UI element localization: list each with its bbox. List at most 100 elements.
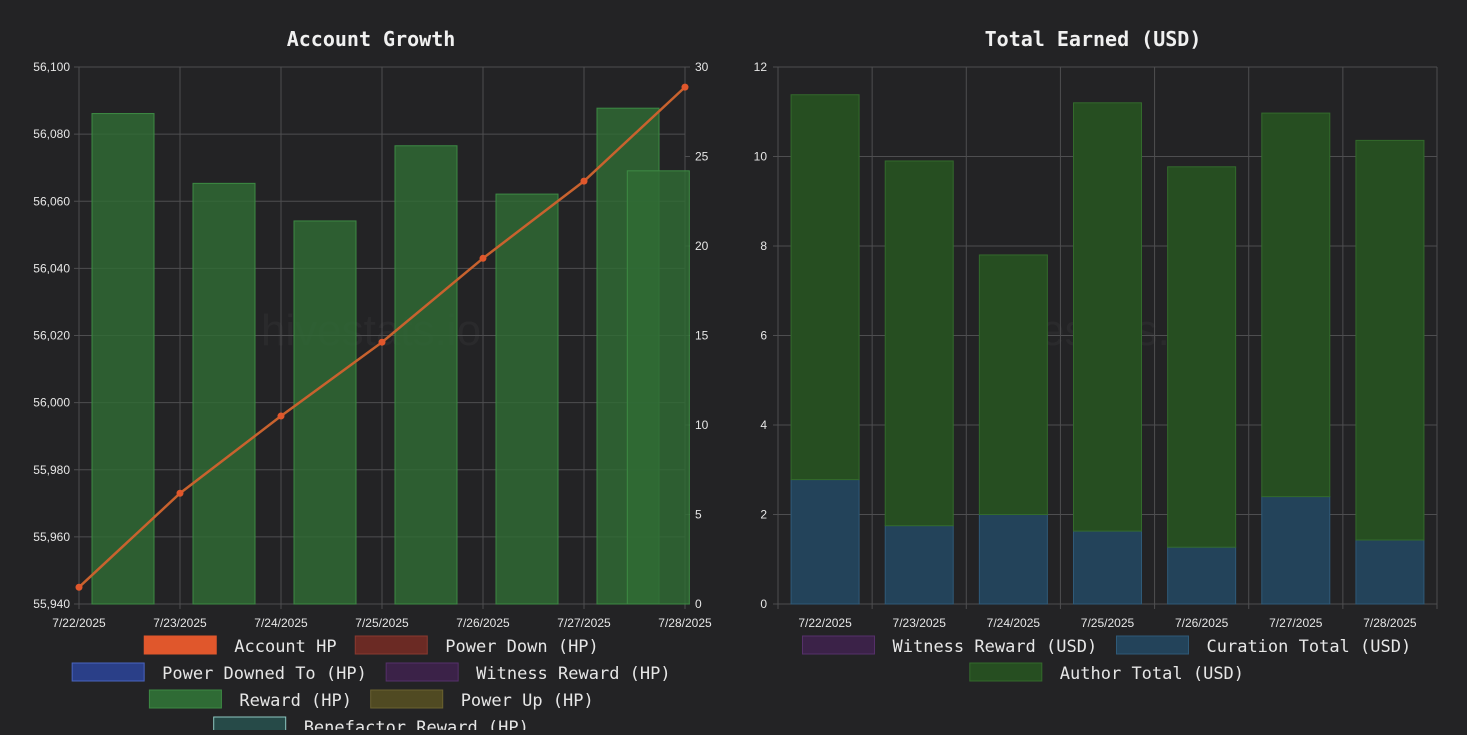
legend-swatch — [213, 716, 287, 735]
reward-hp-bar — [394, 145, 458, 605]
x-tick-label: 7/27/2025 — [557, 616, 611, 630]
legend-item[interactable]: Witness Reward (USD) — [802, 635, 1098, 657]
legend-label: Account HP — [234, 637, 336, 657]
curation-usd-bar — [1167, 546, 1237, 605]
y-right-tick-label: 25 — [695, 150, 709, 164]
legend-label: Power Up (HP) — [461, 691, 594, 711]
curation-usd-bar — [1261, 496, 1331, 605]
x-tick-label: 7/27/2025 — [1269, 616, 1323, 630]
account-growth-chart: Account Growthhivestats.io56,10056,08056… — [33, 27, 712, 735]
author-usd-bar — [884, 160, 954, 527]
author-usd-bar — [1261, 112, 1331, 498]
y-right-tick-label: 0 — [695, 597, 702, 611]
y-tick-label: 12 — [754, 60, 768, 74]
legend-item[interactable]: Reward (HP) — [148, 689, 352, 711]
account-hp-point — [176, 489, 184, 497]
x-tick-label: 7/26/2025 — [456, 616, 510, 630]
legend-item[interactable]: Power Up (HP) — [370, 689, 594, 711]
x-tick-label: 7/25/2025 — [355, 616, 409, 630]
y-right-tick-label: 15 — [695, 329, 709, 343]
reward-hp-bar — [626, 170, 690, 605]
y-tick-label: 0 — [760, 597, 767, 611]
total-earned-chart: Total Earned (USD)hivestats.io1210864207… — [754, 27, 1438, 684]
x-tick-label: 7/28/2025 — [658, 616, 712, 630]
x-tick-label: 7/24/2025 — [254, 616, 308, 630]
reward-hp-bar — [192, 182, 256, 605]
legend-swatch — [143, 635, 217, 655]
account-hp-point — [75, 583, 83, 591]
legend-label: Author Total (USD) — [1060, 664, 1244, 684]
x-tick-label: 7/28/2025 — [1363, 616, 1417, 630]
author-usd-bar — [1073, 102, 1142, 532]
legend-swatch — [969, 662, 1043, 682]
author-usd-bar — [790, 94, 860, 481]
account-hp-point — [681, 83, 689, 91]
y-tick-label: 8 — [760, 239, 767, 253]
author-usd-bar — [1355, 139, 1425, 541]
account-hp-point — [580, 177, 588, 185]
legend-label: Curation Total (USD) — [1207, 637, 1412, 657]
y-left-tick-label: 56,040 — [33, 261, 70, 275]
legend-swatch — [370, 689, 444, 709]
author-usd-bar — [978, 254, 1048, 515]
x-tick-label: 7/24/2025 — [987, 616, 1041, 630]
x-tick-label: 7/25/2025 — [1081, 616, 1135, 630]
legend-swatch — [802, 635, 875, 655]
y-tick-label: 6 — [760, 329, 767, 343]
curation-usd-bar — [884, 525, 954, 605]
legend-item[interactable]: Curation Total (USD) — [1116, 635, 1412, 657]
curation-usd-bar — [1073, 530, 1142, 605]
y-left-tick-label: 55,940 — [33, 597, 70, 611]
reward-hp-bar — [91, 113, 155, 605]
y-right-tick-label: 20 — [695, 239, 709, 253]
author-usd-bar — [1167, 166, 1237, 548]
legend-swatch — [354, 635, 428, 655]
total-earned-legend: Witness Reward (USD) Curation Total (USD)… — [802, 635, 1412, 684]
y-right-tick-label: 30 — [695, 60, 709, 74]
x-tick-label: 7/26/2025 — [1175, 616, 1229, 630]
account-hp-point — [378, 338, 386, 346]
legend-label: Witness Reward (HP) — [476, 664, 670, 684]
y-left-tick-label: 56,060 — [33, 194, 70, 208]
legend-item[interactable]: Power Down (HP) — [354, 635, 599, 657]
legend-swatch — [71, 662, 145, 682]
y-left-tick-label: 56,100 — [33, 60, 70, 74]
legend-item[interactable]: Benefactor Reward (HP) — [213, 716, 529, 735]
legend-item[interactable]: Author Total (USD) — [969, 662, 1244, 684]
legend-label: Benefactor Reward (HP) — [304, 718, 529, 730]
legend-swatch — [385, 662, 459, 682]
reward-hp-bar — [293, 220, 357, 605]
legend-item[interactable]: Power Downed To (HP) — [71, 662, 367, 684]
legend-label: Witness Reward (USD) — [893, 637, 1098, 657]
legend-item[interactable]: Account HP — [143, 635, 337, 657]
reward-hp-bar — [495, 193, 559, 605]
x-tick-label: 7/22/2025 — [52, 616, 106, 630]
y-tick-label: 4 — [760, 418, 767, 432]
legend-label: Power Downed To (HP) — [162, 664, 367, 684]
account-hp-point — [479, 254, 487, 262]
curation-usd-bar — [978, 514, 1048, 605]
curation-usd-bar — [1355, 539, 1425, 605]
y-left-tick-label: 56,020 — [33, 329, 70, 343]
chart-title: Total Earned (USD) — [985, 27, 1202, 51]
account-hp-point — [277, 412, 285, 420]
chart-title: Account Growth — [287, 27, 456, 51]
legend-swatch — [148, 689, 222, 709]
x-tick-label: 7/23/2025 — [153, 616, 207, 630]
legend-item[interactable]: Witness Reward (HP) — [385, 662, 671, 684]
y-left-tick-label: 55,960 — [33, 530, 70, 544]
x-tick-label: 7/22/2025 — [798, 616, 852, 630]
y-tick-label: 10 — [754, 150, 768, 164]
x-tick-label: 7/23/2025 — [893, 616, 947, 630]
legend-label: Reward (HP) — [239, 691, 352, 711]
legend-swatch — [1116, 635, 1189, 655]
y-right-tick-label: 5 — [695, 508, 702, 522]
curation-usd-bar — [790, 479, 860, 605]
y-tick-label: 2 — [760, 508, 767, 522]
account-growth-legend: Account HP Power Down (HP) Power Downed To… — [71, 635, 671, 735]
legend-label: Power Down (HP) — [445, 637, 599, 657]
y-left-tick-label: 56,080 — [33, 127, 70, 141]
y-left-tick-label: 56,000 — [33, 396, 70, 410]
